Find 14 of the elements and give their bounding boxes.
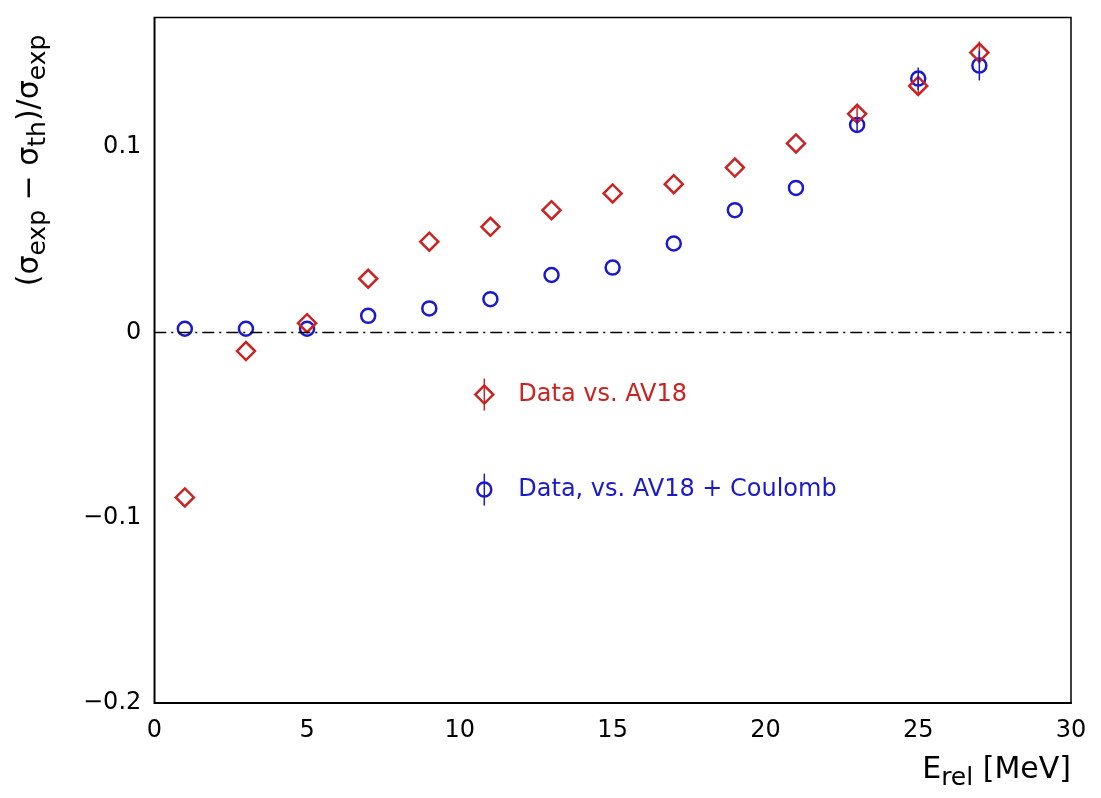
- x-tick-label: 25: [902, 714, 934, 743]
- y-tick-label: 0.1: [103, 131, 142, 160]
- legend-label: Data, vs. AV18 + Coulomb: [518, 473, 837, 502]
- x-tick-label: 0: [146, 714, 162, 743]
- legend-label: Data vs. AV18: [518, 378, 688, 407]
- x-tick-label: 10: [444, 714, 476, 743]
- x-tick-label: 30: [1055, 714, 1087, 743]
- x-tick-label: 20: [750, 714, 781, 743]
- x-tick-label: 5: [299, 714, 315, 743]
- y-tick-label: −0.2: [83, 687, 142, 716]
- x-tick-label: 15: [597, 714, 628, 743]
- y-tick-label: −0.1: [83, 502, 142, 531]
- y-tick-label: 0: [126, 316, 142, 345]
- x-axis-title: E$_{rel}$ [MeV]: [922, 750, 1071, 791]
